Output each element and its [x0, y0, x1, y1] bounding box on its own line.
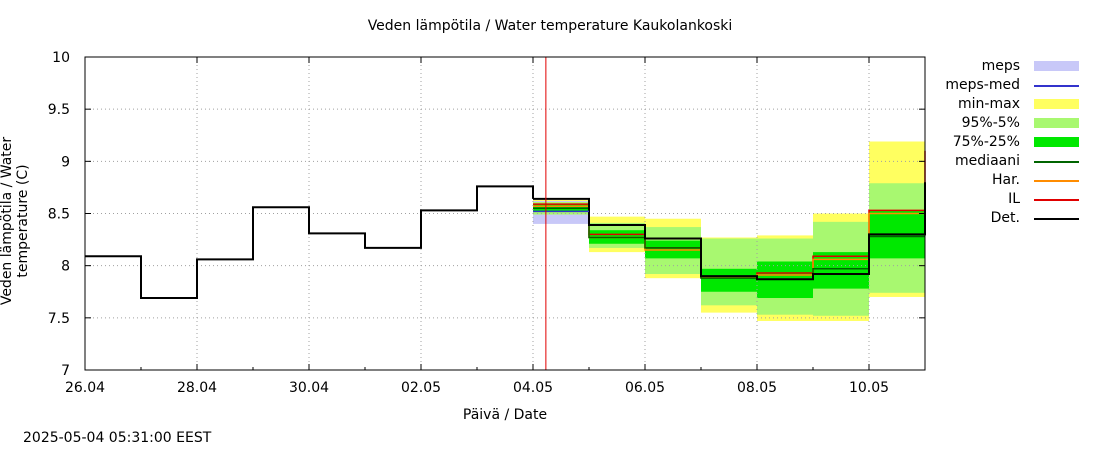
legend-item: meps: [930, 57, 1090, 76]
legend-swatch: [1034, 161, 1079, 163]
y-tick-label: 8.5: [48, 207, 70, 223]
legend-swatch: [1034, 218, 1079, 220]
legend-item: Det.: [930, 209, 1090, 228]
y-tick-label: 10: [52, 50, 70, 66]
timestamp: 2025-05-04 05:31:00 EEST: [23, 430, 212, 446]
band-75-25--segment: [813, 252, 869, 289]
x-tick-label: 02.05: [401, 380, 441, 396]
x-tick-label: 26.04: [65, 380, 105, 396]
band-75-25--segment: [701, 268, 757, 292]
chart-legend: meps meps-med min-max 95%-5% 75%-25% mediaani…: [930, 57, 1090, 228]
legend-label: min-max: [958, 96, 1020, 112]
series-det-forecast-line: [533, 182, 926, 281]
y-tick-label: 7: [61, 363, 70, 379]
x-tick-label: 28.04: [177, 380, 217, 396]
x-tick-label: 06.05: [625, 380, 665, 396]
legend-swatch: [1034, 199, 1079, 201]
series-det--line: [85, 185, 534, 300]
legend-label: 95%-5%: [961, 115, 1020, 131]
legend-label: IL: [1008, 191, 1020, 207]
legend-swatch: [1034, 61, 1079, 71]
y-axis-label: Veden lämpötila / Water temperature (C): [0, 136, 31, 306]
legend-item: min-max: [930, 95, 1090, 114]
x-tick-label: 08.05: [737, 380, 777, 396]
legend-label: meps: [981, 58, 1020, 74]
legend-swatch: [1034, 137, 1079, 147]
legend-swatch: [1034, 99, 1079, 109]
y-tick-label: 7.5: [48, 311, 70, 327]
legend-item: 75%-25%: [930, 133, 1090, 152]
legend-item: Har.: [930, 171, 1090, 190]
legend-swatch: [1034, 180, 1079, 182]
legend-swatch: [1034, 85, 1079, 87]
x-tick-label: 10.05: [849, 380, 889, 396]
y-tick-label: 9.5: [48, 102, 70, 118]
x-tick-label: 30.04: [289, 380, 329, 396]
legend-label: Har.: [991, 172, 1020, 188]
legend-label: Det.: [990, 210, 1020, 226]
y-tick-label: 8: [61, 259, 70, 275]
legend-item: 95%-5%: [930, 114, 1090, 133]
chart-title: Veden lämpötila / Water temperature Kauk…: [367, 18, 733, 34]
x-tick-label: 04.05: [513, 380, 553, 396]
legend-label: meps-med: [945, 77, 1020, 93]
y-tick-label: 9: [61, 154, 70, 170]
legend-item: mediaani: [930, 152, 1090, 171]
legend-swatch: [1034, 118, 1079, 128]
legend-item: meps-med: [930, 76, 1090, 95]
series-mediaani-line: [533, 207, 925, 280]
legend-label: mediaani: [955, 153, 1020, 169]
legend-label: 75%-25%: [952, 134, 1020, 150]
legend-item: IL: [930, 190, 1090, 209]
x-axis-label: Päivä / Date: [462, 407, 548, 423]
